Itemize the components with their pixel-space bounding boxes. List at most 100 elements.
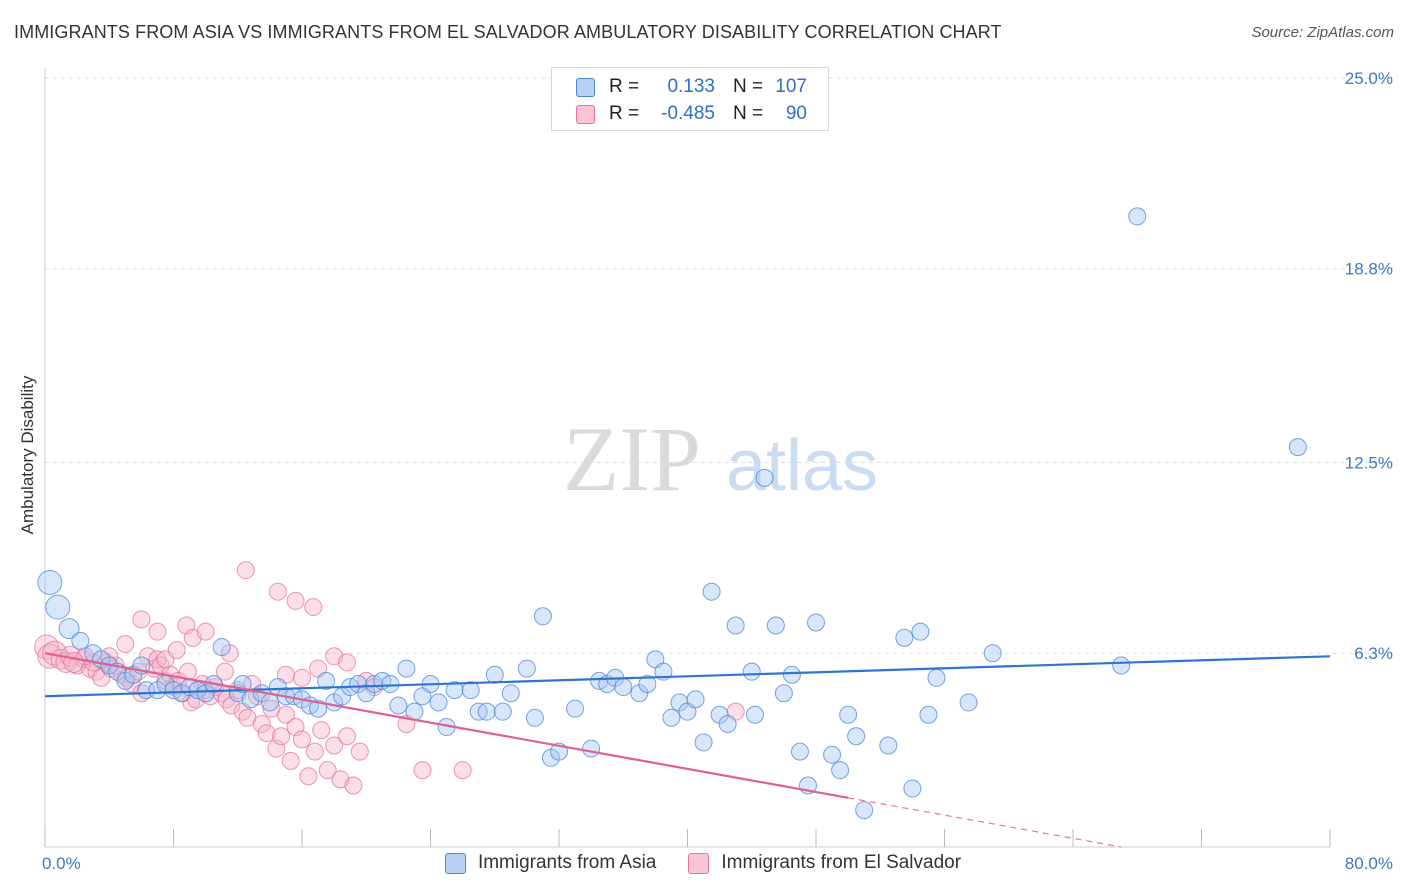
point-asia	[566, 699, 585, 718]
point-salvador	[325, 736, 344, 755]
point-asia	[895, 628, 914, 647]
point-asia	[533, 607, 552, 626]
legend-r-value-salvador: -0.485	[661, 103, 715, 124]
y-tick-label: 18.8%	[1345, 260, 1393, 279]
point-salvador	[63, 651, 85, 673]
point-salvador	[252, 714, 271, 733]
point-asia	[839, 705, 858, 724]
point-salvador	[178, 662, 197, 681]
legend-r-label: R =	[609, 103, 640, 124]
point-asia	[582, 739, 601, 758]
point-asia	[37, 569, 63, 595]
point-asia	[782, 665, 801, 684]
point-asia	[58, 618, 80, 640]
point-asia	[694, 733, 713, 752]
series-swatch-asia	[444, 852, 466, 874]
point-salvador	[167, 641, 186, 660]
point-salvador	[268, 582, 287, 601]
point-salvador	[276, 705, 295, 724]
point-asia	[517, 659, 536, 678]
axes	[44, 68, 1331, 848]
point-asia	[525, 708, 544, 727]
point-asia	[766, 616, 785, 635]
point-salvador	[413, 761, 432, 780]
legend-row-asia: R = 0.133 N = 107	[576, 76, 807, 98]
point-salvador	[344, 776, 363, 795]
axis-tick-labels: 6.3% 12.5% 18.8% 25.0% 0.0% 80.0%	[42, 69, 1393, 873]
point-asia	[903, 779, 922, 798]
series-legend-asia: Immigrants from Asia	[444, 852, 656, 874]
trend-line-asia	[44, 655, 1331, 698]
point-asia	[45, 594, 71, 620]
point-asia	[397, 659, 416, 678]
point-asia	[774, 684, 793, 703]
point-salvador	[312, 721, 331, 740]
point-salvador	[304, 598, 323, 617]
chart-title: IMMIGRANTS FROM ASIA VS IMMIGRANTS FROM …	[14, 22, 1002, 42]
point-salvador	[337, 727, 356, 746]
y-tick-label: 6.3%	[1354, 644, 1393, 663]
point-salvador	[257, 724, 276, 743]
point-asia	[702, 582, 721, 601]
point-salvador	[337, 653, 356, 672]
watermark: ZIP atlas	[563, 408, 878, 510]
point-salvador	[299, 767, 318, 786]
point-asia	[1112, 656, 1131, 675]
point-asia	[823, 745, 842, 764]
point-asia	[919, 705, 938, 724]
y-tick-label: 25.0%	[1345, 69, 1393, 88]
point-salvador	[305, 742, 324, 761]
legend-swatch-salvador	[576, 104, 595, 124]
point-asia	[847, 727, 866, 746]
legend-swatch-asia	[576, 77, 595, 97]
trend-lines	[44, 652, 1331, 848]
legend-n-label: N =	[733, 103, 764, 124]
point-salvador	[148, 622, 167, 641]
point-salvador	[116, 634, 135, 653]
x-tick-label-min: 0.0%	[42, 854, 81, 873]
point-asia	[461, 681, 480, 700]
legend-n-label: N =	[733, 76, 764, 97]
point-asia	[755, 468, 774, 487]
series-name-salvador: Immigrants from El Salvador	[721, 852, 962, 873]
legend-r-label: R =	[609, 76, 640, 97]
point-asia	[1288, 438, 1307, 457]
point-asia	[445, 681, 464, 700]
point-salvador	[453, 761, 472, 780]
point-asia	[638, 674, 657, 693]
point-asia	[309, 699, 328, 718]
point-asia	[718, 714, 737, 733]
point-salvador	[215, 662, 234, 681]
series-legend: Immigrants from Asia Immigrants from El …	[0, 852, 1406, 874]
point-salvador	[286, 591, 305, 610]
point-salvador	[132, 610, 151, 629]
point-asia	[831, 761, 850, 780]
point-asia	[493, 702, 512, 721]
source-note: Source: ZipAtlas.com	[1251, 24, 1394, 41]
point-asia	[911, 622, 930, 641]
point-asia	[389, 696, 408, 715]
point-asia	[726, 616, 745, 635]
point-asia	[212, 638, 231, 657]
point-asia	[855, 801, 874, 820]
point-asia	[686, 690, 705, 709]
point-salvador	[196, 622, 215, 641]
y-tick-label: 12.5%	[1345, 454, 1393, 473]
point-asia	[745, 705, 764, 724]
point-salvador	[293, 730, 311, 749]
point-salvador	[281, 751, 300, 770]
point-salvador	[318, 761, 337, 780]
point-asia	[317, 671, 336, 690]
correlation-legend: R = 0.133 N = 107 R = -0.485 N = 90	[551, 67, 829, 131]
point-asia	[260, 693, 279, 712]
legend-n-value-asia: 107	[775, 76, 807, 97]
point-asia	[662, 708, 681, 727]
trend-line-salvador-extrapolated	[848, 797, 1122, 848]
point-asia	[927, 668, 946, 687]
point-asia	[790, 742, 809, 761]
series-legend-salvador: Immigrants from El Salvador	[688, 852, 961, 874]
point-asia	[477, 702, 496, 721]
legend-n-value-salvador: 90	[785, 103, 807, 124]
watermark-zip: ZIP	[563, 408, 701, 510]
